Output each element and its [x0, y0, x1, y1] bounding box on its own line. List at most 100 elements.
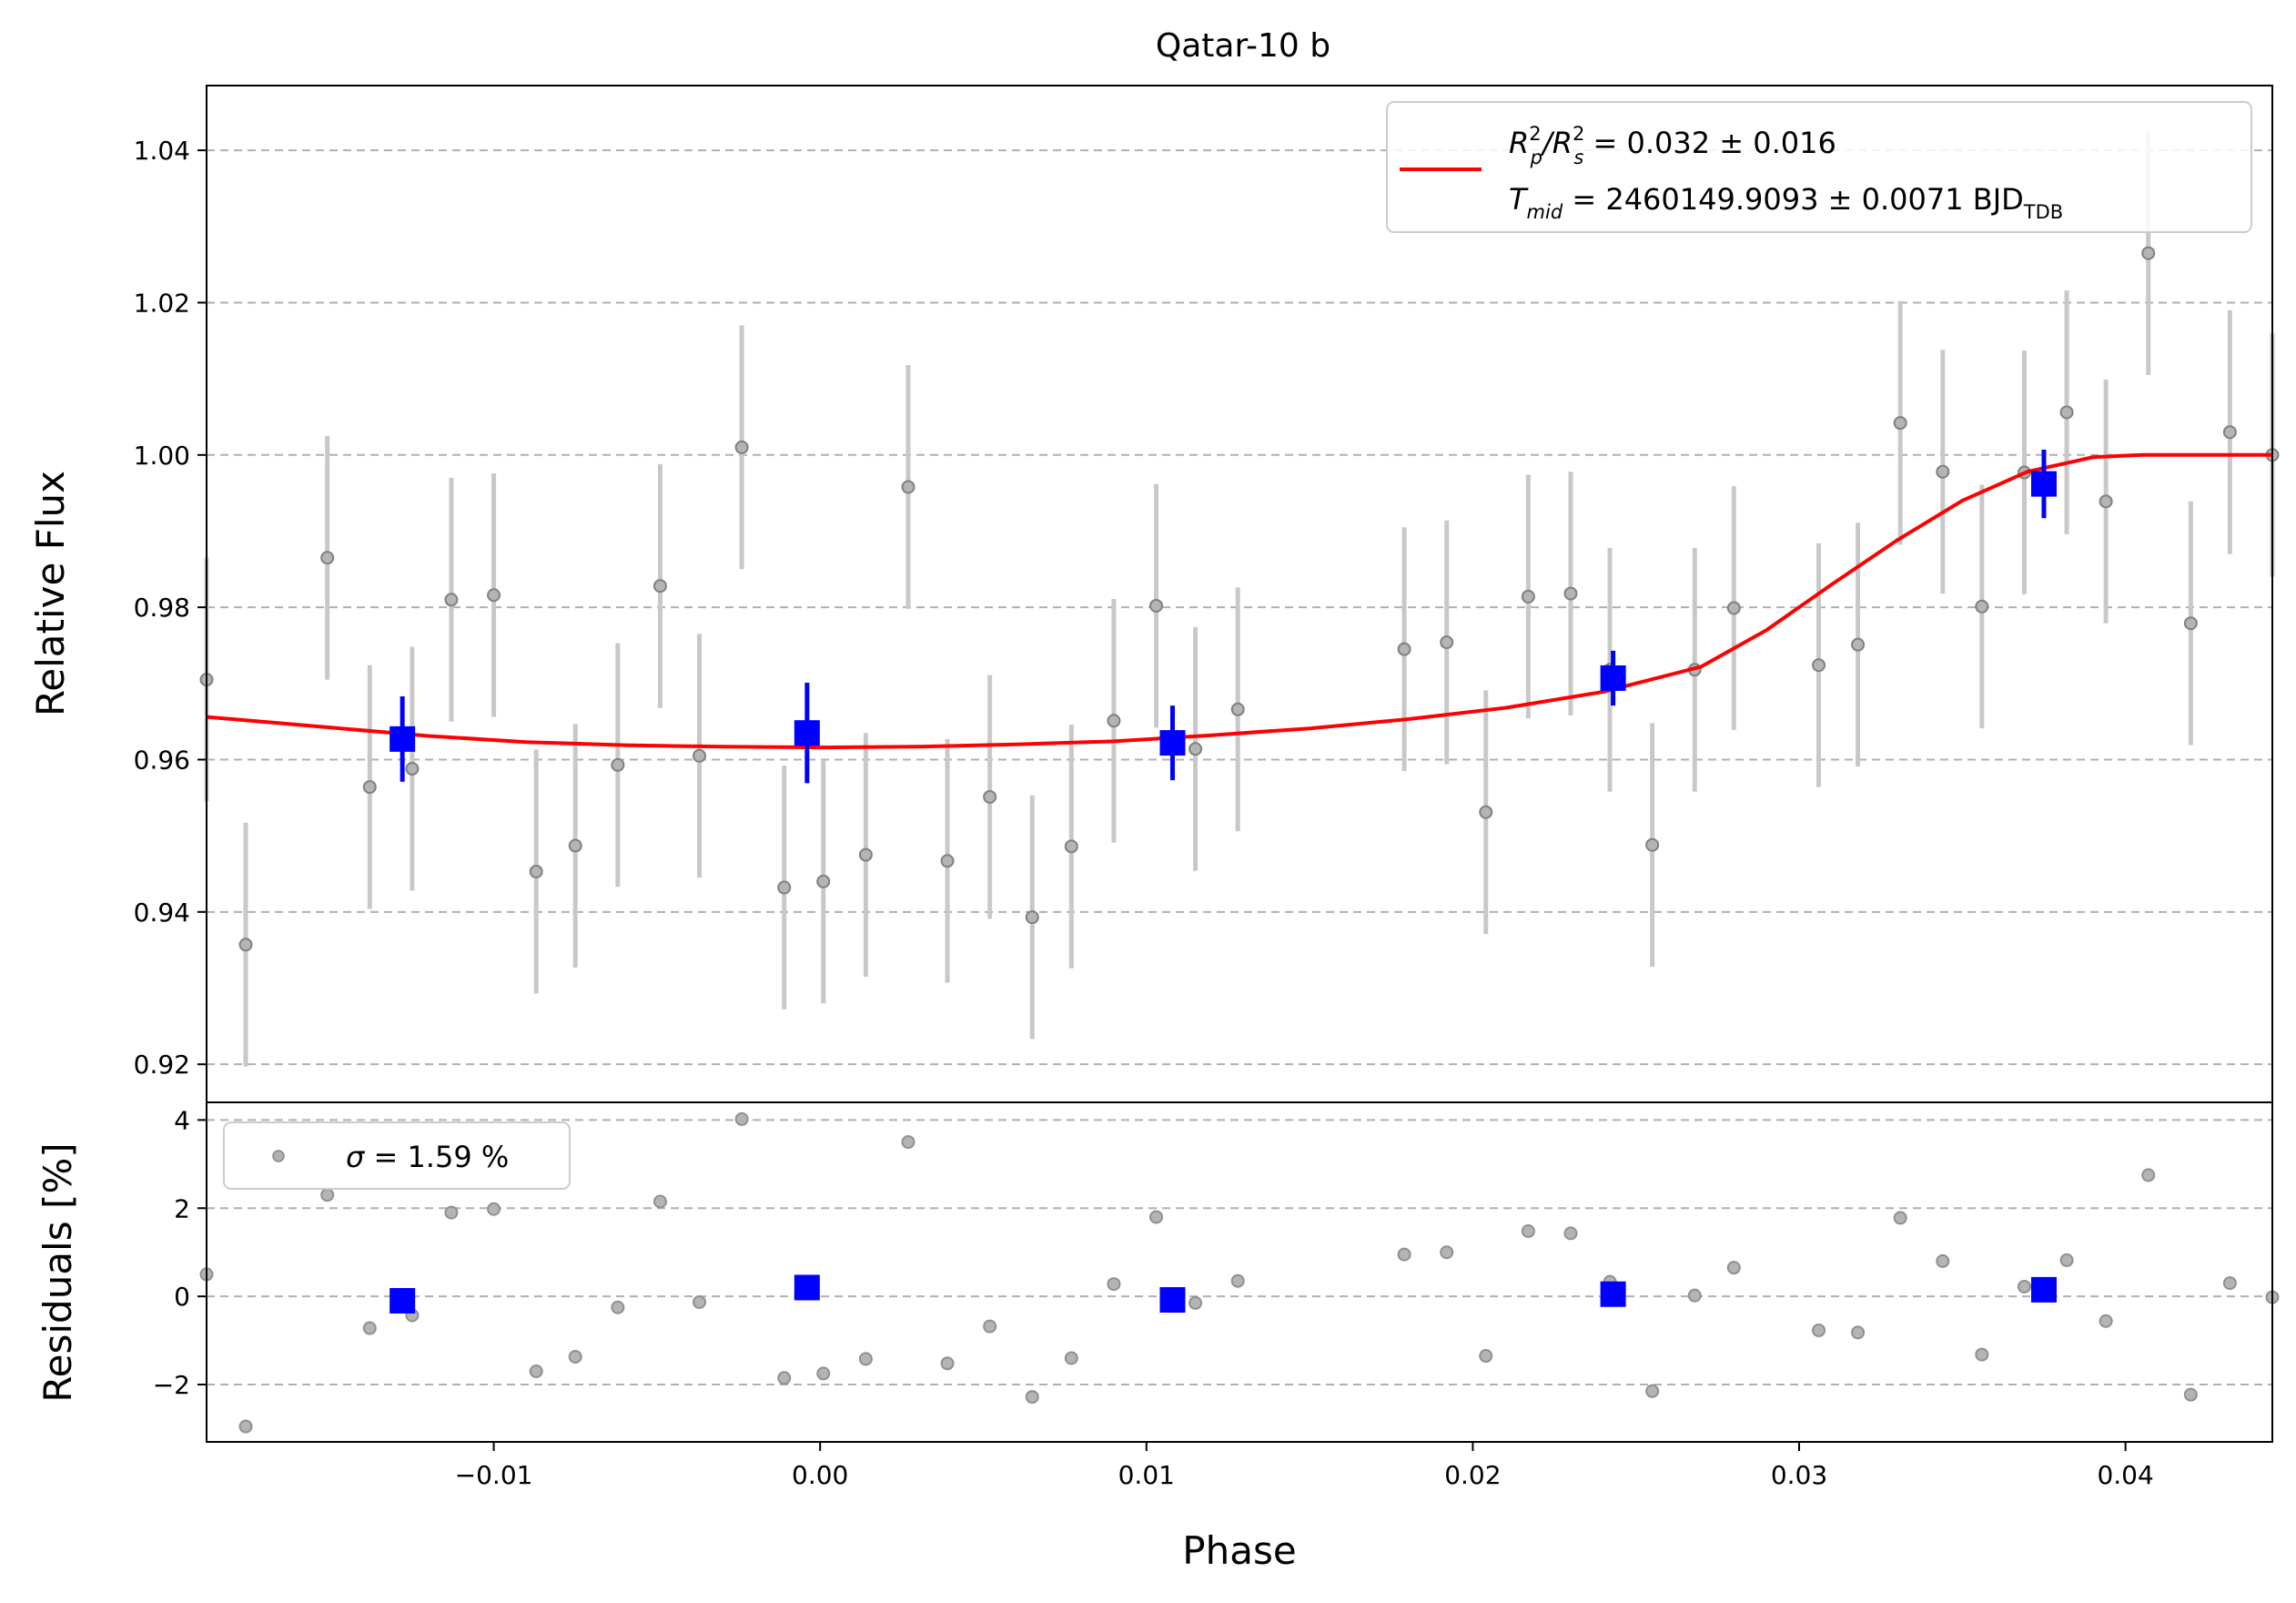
residual-point [901, 1135, 915, 1150]
bottom-legend-box [223, 1121, 571, 1190]
residual-point [1726, 1261, 1741, 1275]
residual-point [1645, 1384, 1660, 1398]
residual-point [320, 1188, 335, 1202]
residual-point [1230, 1273, 1245, 1288]
raw-point [2059, 405, 2074, 420]
raw-point [1812, 658, 1826, 673]
raw-point [1188, 742, 1203, 756]
residual-point [2141, 1168, 2156, 1182]
raw-point [1645, 837, 1660, 852]
residual-point [1064, 1351, 1078, 1365]
raw-point [1479, 805, 1493, 819]
legend-rs-sub: s [1573, 147, 1583, 168]
x-tick-label: −0.01 [455, 1460, 533, 1490]
residual-point [568, 1350, 582, 1365]
raw-point [2222, 425, 2237, 440]
binned-residual-point [2030, 1276, 2057, 1303]
legend-sigma-symbol: σ [346, 1140, 366, 1174]
x-tick-label: 0.00 [792, 1460, 848, 1490]
raw-point [1025, 910, 1039, 925]
raw-point [487, 588, 501, 603]
residual-point [1975, 1347, 1989, 1362]
binned-residual-point [794, 1274, 820, 1301]
x-tick-label: 0.02 [1444, 1460, 1501, 1490]
raw-point [529, 864, 543, 878]
top-y-tick-label: 1.04 [134, 136, 190, 166]
raw-point [1230, 702, 1245, 716]
top-y-ticks: 0.92 0.94 0.96 0.98 1.00 1.02 1.04 [134, 136, 207, 1080]
x-tick-label: 0.03 [1771, 1460, 1827, 1490]
raw-point [1563, 586, 1578, 601]
residual-point [816, 1366, 831, 1381]
residual-point [2222, 1276, 2237, 1291]
top-legend: R2 p/R2 s = 0.032 ± 0.016 Tmid = 2460149.9… [1386, 101, 2252, 233]
residual-point [611, 1300, 625, 1314]
residual-point [1397, 1247, 1411, 1262]
raw-point [1521, 589, 1535, 604]
raw-point [901, 480, 915, 494]
residual-point [858, 1352, 873, 1366]
binned-point [2030, 471, 2057, 497]
top-y-axis-label: Relative Flux [28, 471, 73, 716]
legend-tmid-symbol: T [1509, 182, 1529, 217]
binned-point [1600, 665, 1626, 691]
bottom-panel: −2 0 2 4 −0.01 0.00 0.01 0.02 0.03 0.04 Residual… [35, 1101, 2280, 1573]
top-panel: 0.92 0.94 0.96 0.98 1.00 1.02 1.04 Relative Fl… [28, 85, 2280, 1103]
raw-point [611, 757, 625, 772]
legend-rs-sup: 2 [1573, 123, 1584, 145]
raw-point [777, 880, 792, 895]
residual-point [1521, 1223, 1535, 1238]
raw-point [693, 748, 707, 763]
raw-point [1397, 642, 1411, 656]
residual-point [2017, 1279, 2031, 1294]
top-y-tick-label: 1.00 [134, 441, 190, 471]
raw-point [1726, 601, 1741, 615]
residual-point [1107, 1277, 1121, 1292]
residual-point [2059, 1253, 2074, 1267]
raw-point [444, 593, 459, 607]
bottom-y-ticks: −2 0 2 4 [153, 1105, 207, 1400]
raw-point [238, 938, 253, 952]
legend-tmid-sub: mid [1527, 201, 1563, 223]
bottom-legend: σ = 1.59 % [223, 1121, 571, 1190]
residual-point [777, 1371, 792, 1385]
bottom-binned-points [389, 1274, 2057, 1314]
residual-point [362, 1321, 377, 1335]
bottom-y-tick-label: 2 [174, 1193, 190, 1223]
residual-point [1687, 1288, 1702, 1303]
raw-point [2099, 494, 2113, 509]
residual-point [1893, 1211, 1907, 1225]
top-legend-box [1386, 101, 2252, 233]
raw-point [1064, 839, 1078, 854]
residual-point [983, 1319, 997, 1334]
top-legend-line2: Tmid = 2460149.9093 ± 0.0071 BJDTDB [1509, 182, 2063, 223]
top-y-tick-label: 0.92 [134, 1050, 190, 1080]
chart-title: Qatar-10 b [1156, 27, 1330, 65]
top-legend-line1: R2 p/R2 s = 0.032 ± 0.016 [1509, 123, 1836, 168]
raw-point [1440, 635, 1454, 650]
residual-point [1149, 1210, 1164, 1224]
binned-point [389, 725, 416, 752]
residual-point [1563, 1226, 1578, 1241]
binned-residual-point [1159, 1287, 1186, 1314]
raw-point [1107, 714, 1121, 728]
top-binned-points [389, 449, 2057, 784]
bottom-y-tick-label: 0 [174, 1282, 190, 1312]
legend-sigma-value: = 1.59 % [364, 1140, 509, 1174]
legend-rp-sup: 2 [1529, 123, 1541, 145]
residual-point [652, 1194, 667, 1209]
top-y-tick-label: 0.94 [134, 898, 190, 928]
raw-point [1149, 598, 1164, 613]
residual-point [444, 1205, 459, 1220]
residual-point [1188, 1295, 1203, 1310]
raw-point [568, 838, 582, 853]
bottom-legend-marker [272, 1150, 285, 1162]
top-y-tick-label: 1.02 [134, 288, 190, 318]
x-ticks: −0.01 0.00 0.01 0.02 0.03 0.04 [455, 1442, 2154, 1490]
residual-point [1812, 1323, 1826, 1337]
raw-point [1975, 599, 1989, 614]
bottom-grid [207, 1119, 2272, 1386]
residual-point [693, 1294, 707, 1309]
